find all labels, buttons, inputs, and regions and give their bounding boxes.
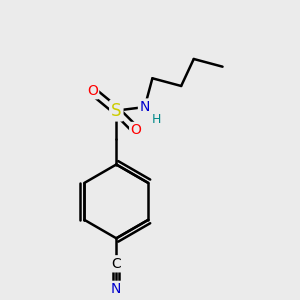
Text: C: C <box>111 257 121 271</box>
Text: N: N <box>111 282 122 296</box>
Text: N: N <box>140 100 150 114</box>
Text: O: O <box>87 84 98 98</box>
Text: O: O <box>131 124 142 137</box>
Text: S: S <box>111 102 122 120</box>
Text: H: H <box>152 112 161 126</box>
